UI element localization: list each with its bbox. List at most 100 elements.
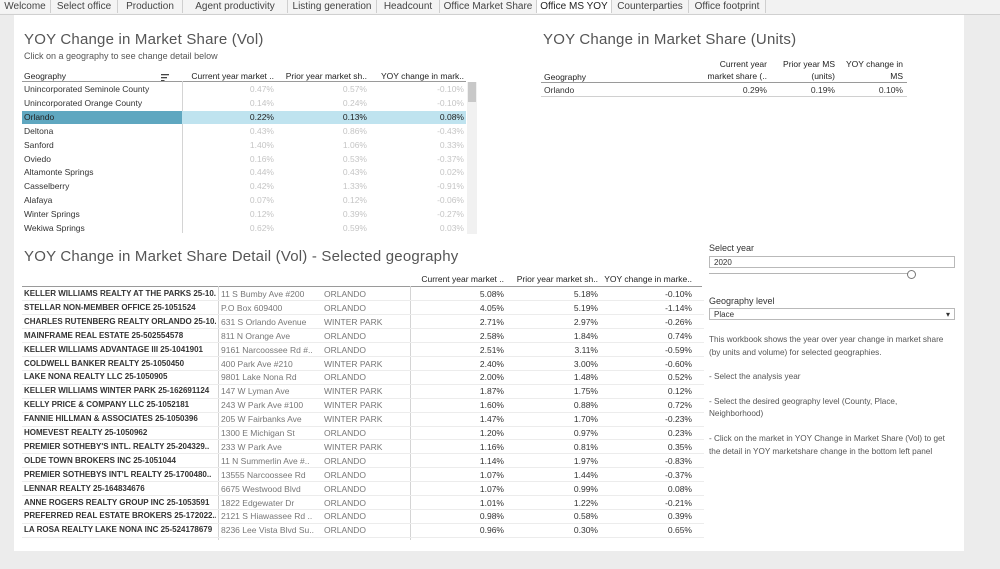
current-year-value: 1.87% xyxy=(479,386,504,397)
detail-row[interactable]: PREMIER SOTHEBYS INT'L REALTY 25-1700480… xyxy=(22,468,704,482)
detail-row[interactable]: COLDWELL BANKER REALTY 25-1050450 400 Par… xyxy=(22,357,704,371)
current-year-value: 0.22% xyxy=(249,111,274,122)
prior-year-value: 5.18% xyxy=(573,289,598,299)
tab-office-ms-yoy[interactable]: Office MS YOY xyxy=(537,0,612,13)
tab-office-market-share[interactable]: Office Market Share xyxy=(440,0,537,13)
detail-row[interactable]: OLDE TOWN BROKERS INC 25-1051044 11 N Sum… xyxy=(22,454,704,468)
geography-name: Unincorporated Orange County xyxy=(24,97,143,108)
detail-panel-title: YOY Change in Market Share Detail (Vol) … xyxy=(24,248,459,265)
geography-row[interactable]: Orlando 0.22% 0.13% 0.08% xyxy=(22,110,466,125)
tab-strip: Welcome Select office Production Agent prod… xyxy=(0,0,1000,15)
tab-listing-generation[interactable]: Listing generation xyxy=(288,0,377,13)
year-slider-thumb[interactable] xyxy=(907,270,916,279)
detail-header-yoy[interactable]: YOY change in marke.. xyxy=(604,274,692,284)
office-name: PREMIER SOTHEBYS INT'L REALTY 25-1700480… xyxy=(24,469,212,479)
detail-row[interactable]: ANNE ROGERS REALTY GROUP INC 25-1053591 1… xyxy=(22,496,704,510)
yoy-change-value: 0.02% xyxy=(439,167,464,178)
office-name: HOMEVEST REALTY 25-1050962 xyxy=(24,428,148,437)
col-header-prior-year[interactable]: Prior year market sh.. xyxy=(285,71,367,81)
detail-row[interactable]: LENNAR REALTY 25-164834676 6675 Westwood … xyxy=(22,482,704,496)
tab-production[interactable]: Production xyxy=(118,0,183,13)
prior-year-value: 2.97% xyxy=(573,316,598,327)
office-city: ORLANDO xyxy=(324,469,367,480)
detail-row[interactable]: HOMEVEST REALTY 25-1050962 1300 E Michiga… xyxy=(22,426,704,440)
office-address: 147 W Lyman Ave xyxy=(221,386,290,397)
row-separator xyxy=(22,300,704,302)
col-header-geography[interactable]: Geography xyxy=(24,71,67,81)
geography-row[interactable]: Sanford 1.40% 1.06% 0.33% xyxy=(22,139,466,153)
geography-row[interactable]: Casselberry 0.42% 1.33% -0.91% xyxy=(22,180,466,194)
vol-table-scrollbar[interactable] xyxy=(467,82,477,234)
row-separator xyxy=(22,425,704,427)
detail-row[interactable]: KELLER WILLIAMS WINTER PARK 25-162691124… xyxy=(22,384,704,398)
detail-row[interactable]: LAKE NONA REALTY LLC 25-1050905 9801 Lake… xyxy=(22,370,704,384)
detail-row[interactable]: FANNIE HILLMAN & ASSOCIATES 25-1050396 20… xyxy=(22,412,704,426)
row-separator xyxy=(22,314,704,316)
tab-headcount[interactable]: Headcount xyxy=(377,0,440,13)
detail-row[interactable]: KELLER WILLIAMS REALTY AT THE PARKS 25-1… xyxy=(22,287,704,301)
detail-row[interactable]: PREMIER SOTHEBY'S INTL. REALTY 25-204329… xyxy=(22,440,704,454)
detail-row[interactable]: STELLAR NON-MEMBER OFFICE 25-1051524 P.O … xyxy=(22,301,704,315)
geography-row[interactable]: Alafaya 0.07% 0.12% -0.06% xyxy=(22,194,466,208)
current-year-value: 0.44% xyxy=(249,167,274,178)
geography-row[interactable]: Unincorporated Orange County 0.14% 0.24% -0… xyxy=(22,97,466,111)
geography-name: Wekiwa Springs xyxy=(24,223,85,233)
detail-row[interactable]: KELLY PRICE & COMPANY LLC 25-1052181 243 … xyxy=(22,398,704,412)
prior-year-value: 0.43% xyxy=(342,167,367,178)
current-year-value: 1.40% xyxy=(249,139,274,150)
geography-row[interactable]: Oviedo 0.16% 0.53% -0.37% xyxy=(22,153,466,167)
units-row-geography[interactable]: Orlando xyxy=(544,85,575,95)
selected-row-highlight xyxy=(22,110,182,124)
units-header-prior-line1: Prior year MS xyxy=(783,59,835,69)
sort-icon[interactable] xyxy=(160,70,170,82)
geography-name: Casselberry xyxy=(24,181,70,192)
office-city: ORLANDO xyxy=(324,525,367,536)
tab-office-footprint[interactable]: Office footprint xyxy=(689,0,766,13)
detail-header-rule xyxy=(22,286,702,287)
detail-row[interactable]: PREFERRED REAL ESTATE BROKERS 25-172022.… xyxy=(22,509,704,523)
office-name: STELLAR NON-MEMBER OFFICE 25-1051524 xyxy=(24,302,196,312)
current-year-value: 1.60% xyxy=(479,400,504,411)
tab-welcome[interactable]: Welcome xyxy=(0,0,51,13)
geography-row[interactable]: Unincorporated Seminole County 0.47% 0.57%… xyxy=(22,83,466,97)
geography-level-select[interactable]: Place ▾ xyxy=(709,308,955,320)
prior-year-value: 1.70% xyxy=(573,414,598,425)
detail-row[interactable]: KELLER WILLIAMS ADVANTAGE III 25-1041901… xyxy=(22,343,704,357)
vol-panel-title: YOY Change in Market Share (Vol) xyxy=(24,31,264,48)
select-year-label: Select year xyxy=(709,243,755,253)
row-separator xyxy=(22,453,704,455)
year-slider-track[interactable] xyxy=(709,273,911,274)
office-name: OLDE TOWN BROKERS INC 25-1051044 xyxy=(24,455,176,465)
geography-name: Oviedo xyxy=(24,153,51,164)
geography-name: Unincorporated Seminole County xyxy=(24,84,150,94)
detail-row[interactable]: MAINFRAME REAL ESTATE 25-502554578 811 N … xyxy=(22,329,704,343)
office-name: LENNAR REALTY 25-164834676 xyxy=(24,483,145,493)
select-year-input[interactable]: 2020 xyxy=(709,256,955,268)
office-name: CHARLES RUTENBERG REALTY ORLANDO 25-10.. xyxy=(24,316,216,326)
yoy-change-value: 0.23% xyxy=(667,428,692,438)
detail-header-current[interactable]: Current year market .. xyxy=(421,274,504,284)
geography-row[interactable]: Winter Springs 0.12% 0.39% -0.27% xyxy=(22,208,466,222)
prior-year-value: 0.53% xyxy=(342,153,367,164)
detail-divider-2 xyxy=(410,286,411,540)
detail-row[interactable]: CHARLES RUTENBERG REALTY ORLANDO 25-10..… xyxy=(22,315,704,329)
tab-select-office[interactable]: Select office xyxy=(51,0,118,13)
tab-agent-productivity[interactable]: Agent productivity xyxy=(183,0,288,13)
geography-table: Unincorporated Seminole County 0.47% 0.57%… xyxy=(22,83,466,233)
scrollbar-thumb[interactable] xyxy=(468,82,476,102)
geography-row[interactable]: Wekiwa Springs 0.62% 0.59% 0.03% xyxy=(22,222,466,236)
col-header-current-year[interactable]: Current year market .. xyxy=(191,71,274,81)
geography-name: Altamonte Springs xyxy=(24,167,94,178)
detail-row[interactable]: LA ROSA REALTY LAKE NONA INC 25-52417867… xyxy=(22,523,704,537)
current-year-value: 1.01% xyxy=(479,497,504,508)
units-header-current-line1: Current year xyxy=(719,59,767,69)
yoy-change-value: -0.10% xyxy=(665,289,692,299)
row-separator xyxy=(22,536,704,538)
office-address: 9161 Narcoossee Rd #.. xyxy=(221,344,313,355)
geography-row[interactable]: Altamonte Springs 0.44% 0.43% 0.02% xyxy=(22,166,466,180)
detail-header-prior[interactable]: Prior year market sh.. xyxy=(516,274,598,284)
tab-counterparties[interactable]: Counterparties xyxy=(612,0,689,13)
geography-row[interactable]: Deltona 0.43% 0.86% -0.43% xyxy=(22,125,466,139)
col-header-yoy-change[interactable]: YOY change in mark.. xyxy=(381,71,464,81)
units-header-yoy-line1: YOY change in xyxy=(845,59,903,69)
